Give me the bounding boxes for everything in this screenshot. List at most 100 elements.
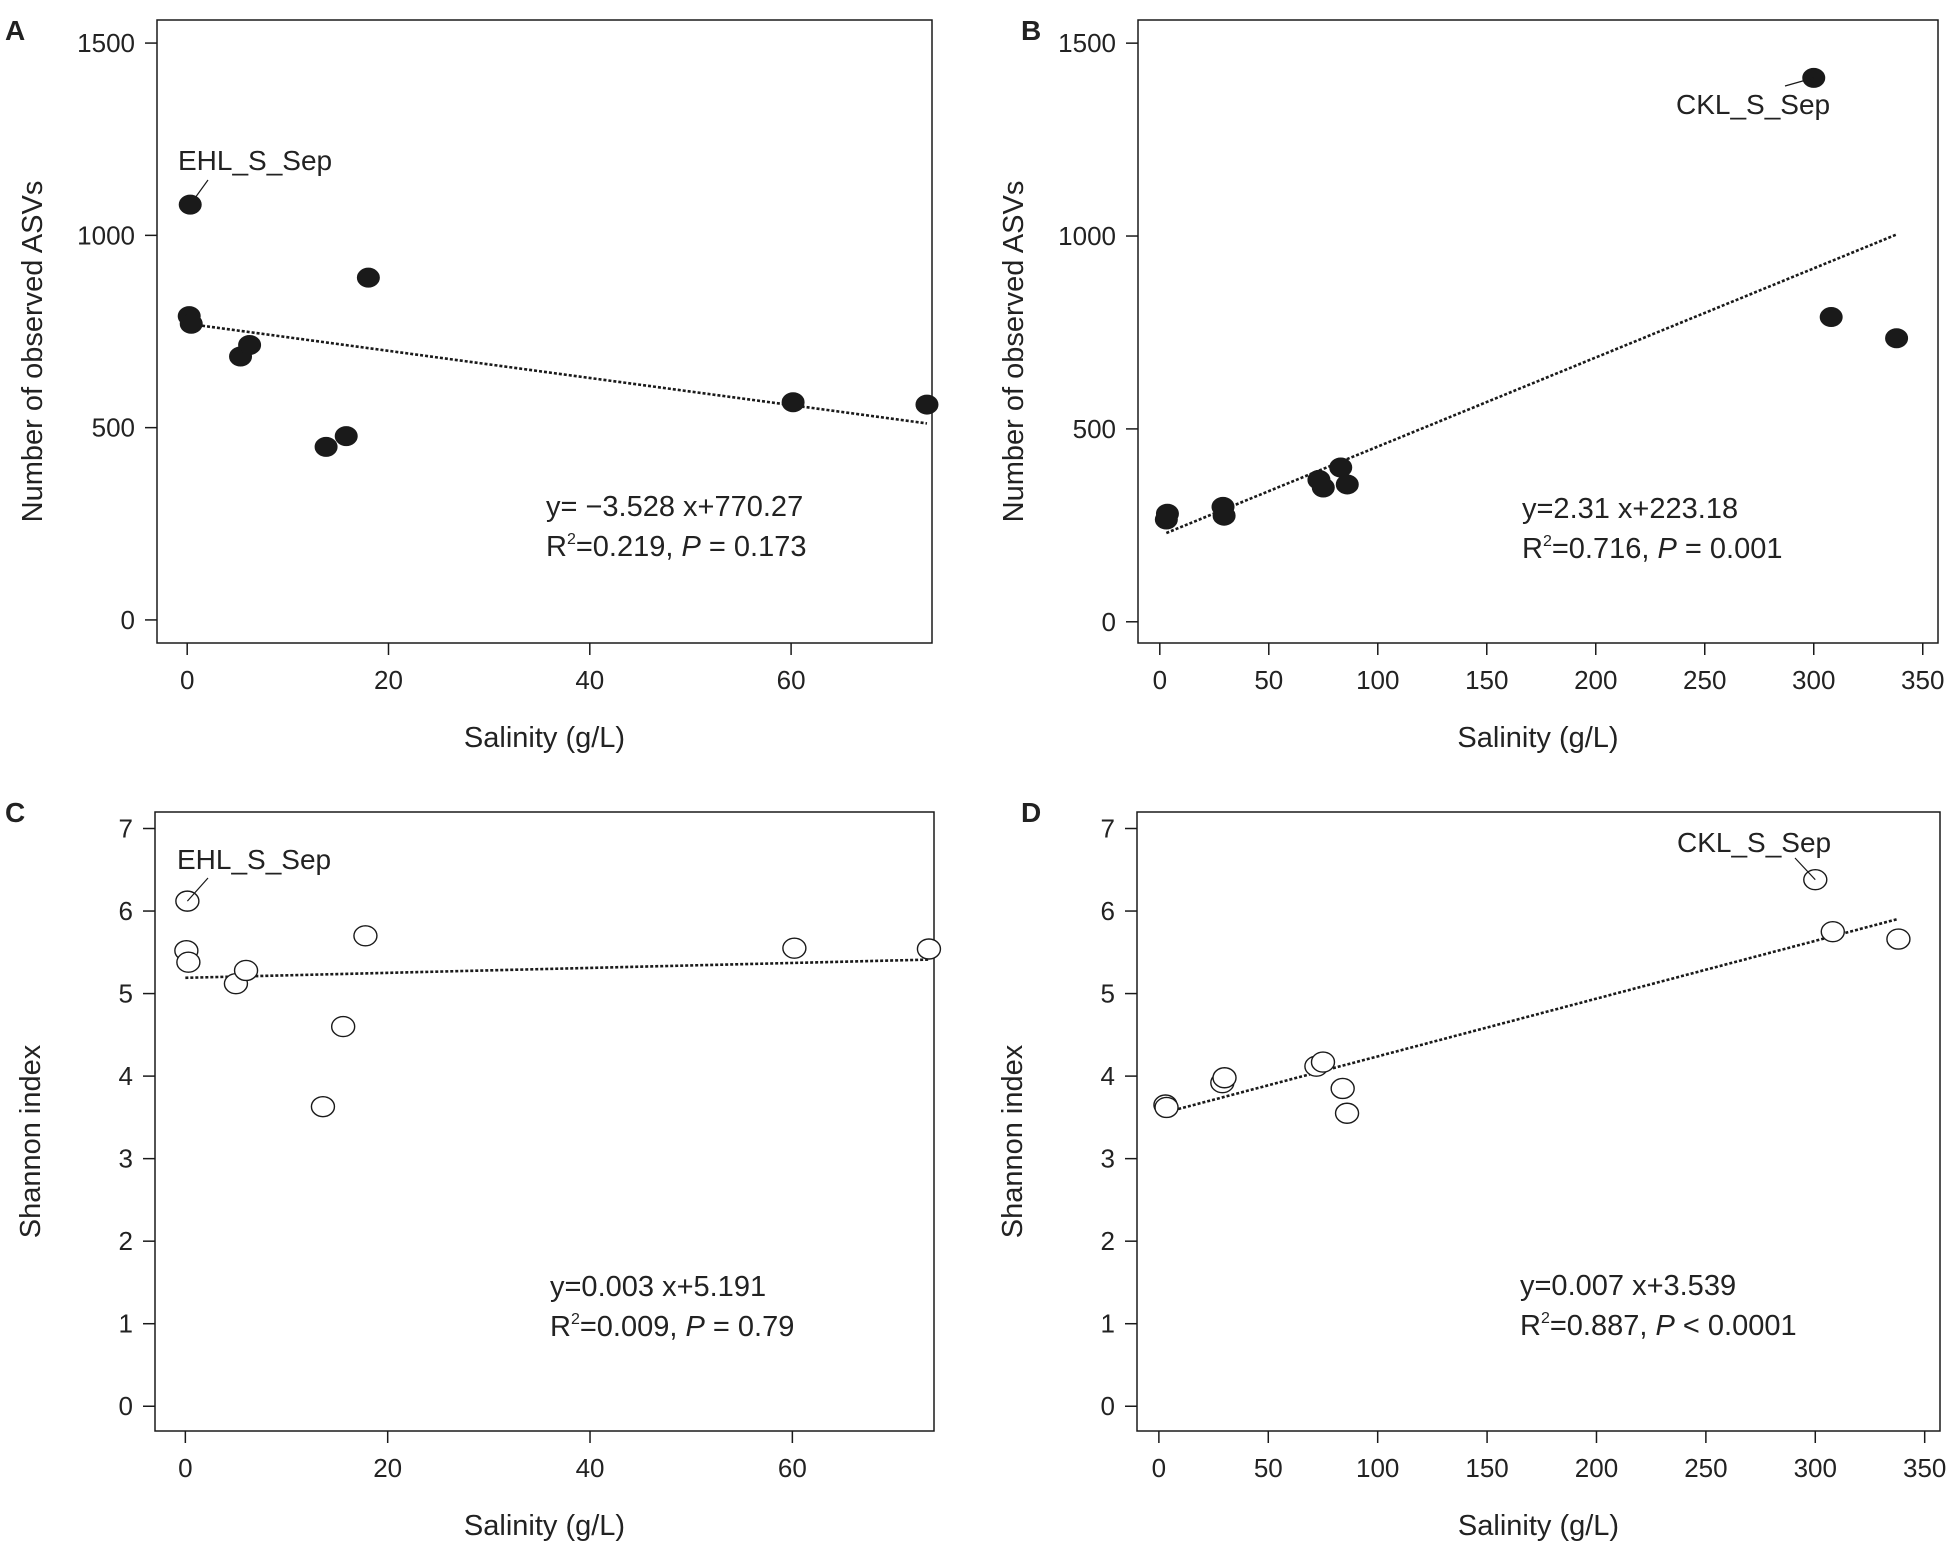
data-point: [1212, 1067, 1237, 1089]
data-point: [1886, 928, 1911, 950]
x-tick-label: 150: [1465, 665, 1508, 695]
panel-label: D: [1021, 797, 1041, 828]
data-point: [1155, 503, 1179, 524]
y-tick-label: 4: [1101, 1061, 1115, 1091]
x-axis-title: Salinity (g/L): [464, 722, 625, 754]
data-point: [1329, 457, 1353, 478]
y-tick-label: 2: [1101, 1226, 1115, 1256]
y-tick-label: 1000: [77, 220, 135, 250]
x-tick-label: 50: [1254, 1453, 1283, 1483]
data-point: [1819, 307, 1843, 328]
r-symbol: R: [1520, 1310, 1541, 1342]
r2-value: =0.716,: [1552, 533, 1658, 565]
regression-stats: R2=0.887, P < 0.0001: [1520, 1310, 1797, 1342]
r-symbol: R: [1522, 533, 1543, 565]
y-tick-label: 1: [1101, 1309, 1115, 1339]
regression-stats: R2=0.716, P = 0.001: [1522, 533, 1782, 565]
y-tick-label: 1500: [1058, 28, 1116, 58]
regression-line: [1158, 917, 1899, 1116]
data-point: [314, 436, 338, 457]
x-tick-label: 300: [1794, 1453, 1837, 1483]
r-superscript: 2: [1541, 1310, 1550, 1327]
data-point: [334, 426, 358, 447]
data-point: [781, 392, 805, 413]
p-value: = 0.001: [1677, 533, 1783, 565]
regression-line: [185, 958, 929, 980]
annotation-leader: [1794, 857, 1816, 881]
y-tick-label: 1000: [1058, 221, 1116, 251]
x-tick-label: 350: [1901, 665, 1944, 695]
r-superscript: 2: [567, 531, 576, 548]
data-point: [1310, 1051, 1336, 1073]
y-tick-label: 1: [119, 1309, 133, 1339]
x-tick-label: 350: [1903, 1453, 1946, 1483]
annotation-label: CKL_S_Sep: [1677, 827, 1831, 858]
x-tick-label: 0: [1152, 1453, 1166, 1483]
y-tick-label: 6: [1101, 896, 1115, 926]
r-superscript: 2: [571, 1311, 580, 1328]
regression-equation: y=0.003 x+5.191: [550, 1271, 766, 1303]
x-tick-label: 300: [1792, 665, 1835, 695]
x-axis-title: Salinity (g/L): [1458, 1510, 1619, 1542]
x-tick-label: 0: [180, 665, 194, 695]
x-tick-label: 20: [374, 665, 403, 695]
data-point: [1334, 1102, 1360, 1124]
y-tick-label: 1500: [77, 28, 135, 58]
y-tick-label: 4: [119, 1061, 133, 1091]
data-point: [782, 937, 807, 959]
plot-frame: [156, 19, 933, 644]
y-tick-label: 5: [119, 979, 133, 1009]
x-tick-label: 100: [1356, 665, 1399, 695]
panel-A: A 0 20 40 60 0 500 1000 1500 Salinity (g/L) Number…: [5, 15, 939, 754]
data-point: [233, 959, 259, 982]
r2-value: =0.219,: [576, 531, 682, 563]
p-value: = 0.79: [705, 1311, 795, 1343]
annotation-leader: [1784, 77, 1814, 87]
plot-frame: [1137, 19, 1939, 644]
r2-value: =0.009,: [580, 1311, 686, 1343]
p-symbol: P: [1657, 533, 1677, 565]
plot-frame: [154, 811, 935, 1432]
annotation-leader: [186, 877, 209, 902]
data-point: [353, 925, 378, 947]
r2-value: =0.887,: [1550, 1310, 1656, 1342]
panel-C: C 0 20 40 60 0 1 2 3 4 5 6 7 Salinity (g/L) Shannon in…: [5, 797, 942, 1542]
y-axis-title: Shannon index: [997, 1044, 1029, 1238]
y-tick-label: 0: [1102, 607, 1116, 637]
x-tick-label: 0: [178, 1453, 192, 1483]
data-point: [1212, 505, 1236, 526]
y-tick-label: 7: [1101, 814, 1115, 844]
y-axis-title: Number of observed ASVs: [998, 181, 1030, 523]
annotation-leader: [189, 179, 209, 205]
y-tick-label: 7: [119, 814, 133, 844]
x-tick-label: 150: [1465, 1453, 1508, 1483]
panel-label: C: [5, 797, 25, 828]
data-point: [356, 267, 380, 288]
x-tick-label: 100: [1356, 1453, 1399, 1483]
y-axis-title: Number of observed ASVs: [17, 181, 49, 523]
annotation-label: CKL_S_Sep: [1676, 89, 1830, 120]
x-axis-title: Salinity (g/L): [464, 1510, 625, 1542]
x-tick-label: 0: [1153, 665, 1167, 695]
r-superscript: 2: [1543, 533, 1552, 550]
data-point: [1885, 328, 1909, 349]
x-tick-label: 50: [1254, 665, 1283, 695]
x-tick-label: 250: [1683, 665, 1726, 695]
r-symbol: R: [550, 1311, 571, 1343]
data-point: [238, 334, 262, 355]
r-symbol: R: [546, 531, 567, 563]
y-tick-label: 3: [1101, 1144, 1115, 1174]
panel-B: B 0 50 100 150 200 250 300 350 0 500 1000 1500 Salini…: [998, 15, 1944, 754]
regression-equation: y=0.007 x+3.539: [1520, 1270, 1736, 1302]
y-axis-title: Shannon index: [15, 1044, 47, 1238]
y-tick-label: 500: [1073, 414, 1116, 444]
data-point: [1311, 477, 1335, 498]
y-tick-label: 0: [121, 605, 135, 635]
y-tick-label: 2: [119, 1226, 133, 1256]
x-tick-label: 40: [575, 665, 604, 695]
data-point: [916, 938, 942, 960]
x-tick-label: 40: [576, 1453, 605, 1483]
data-point: [1154, 1096, 1179, 1119]
data-point: [1335, 474, 1359, 495]
data-point: [179, 313, 203, 334]
